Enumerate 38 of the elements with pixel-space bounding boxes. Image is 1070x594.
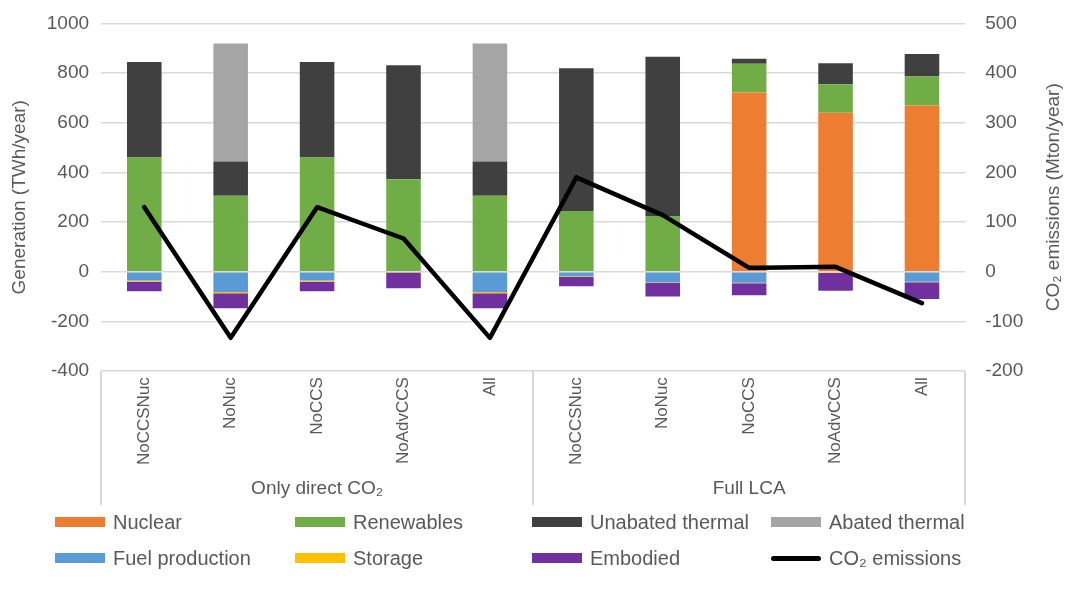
legend-label: Fuel production bbox=[113, 546, 251, 570]
x-tick-label: NoNuc bbox=[652, 376, 672, 430]
y-tick-label: 0 bbox=[78, 260, 90, 282]
y-tick-label: 600 bbox=[57, 110, 90, 132]
y-tick-label: 400 bbox=[57, 160, 90, 182]
y2-tick-label: 400 bbox=[985, 61, 1017, 83]
y-tick-label: -200 bbox=[51, 309, 90, 331]
text: Only direct CO₂ bbox=[251, 477, 384, 499]
y2-tick-label: 100 bbox=[985, 210, 1017, 232]
x-tick-label: NoCCS bbox=[306, 377, 326, 435]
y-axis-title: Generation (TWh/year) bbox=[7, 100, 29, 295]
y2-tick-label: 200 bbox=[985, 160, 1017, 182]
y2-tick-label: -200 bbox=[985, 359, 1024, 381]
x-tick-label: NoNuc bbox=[220, 376, 240, 430]
legend-label: Abated thermal bbox=[829, 510, 965, 534]
y-tick-label: 200 bbox=[57, 210, 90, 232]
x-tick-label: NoAdvCCS bbox=[393, 377, 413, 465]
legend-label: Renewables bbox=[353, 510, 464, 534]
x-tick-label: NoCCSNuc bbox=[566, 376, 586, 465]
x-tick-label: NoCCSNuc bbox=[133, 376, 153, 465]
legend-label: Nuclear bbox=[113, 510, 182, 534]
y2-tick-label: 500 bbox=[985, 11, 1017, 33]
y2-axis-title: CO₂ emissions (Mton/year) bbox=[1042, 83, 1064, 312]
y2-tick-label: -100 bbox=[985, 309, 1024, 331]
text: Full LCA bbox=[712, 477, 786, 499]
legend-label: Storage bbox=[353, 546, 424, 570]
x-tick-label: NoCCS bbox=[738, 377, 758, 435]
y-tick-label: 1000 bbox=[46, 11, 90, 33]
x-tick-label: All bbox=[479, 377, 499, 397]
y2-tick-label: 300 bbox=[985, 110, 1017, 132]
y-tick-label: 800 bbox=[57, 61, 90, 83]
y2-tick-label: 0 bbox=[985, 260, 996, 282]
x-tick-label: NoAdvCCS bbox=[825, 377, 845, 465]
x-tick-label: All bbox=[911, 377, 931, 397]
y-tick-label: -400 bbox=[51, 359, 90, 381]
legend-label: Embodied bbox=[590, 546, 681, 570]
legend-label: Unabated thermal bbox=[590, 510, 749, 534]
legend-label: CO₂ emissions bbox=[829, 546, 962, 570]
